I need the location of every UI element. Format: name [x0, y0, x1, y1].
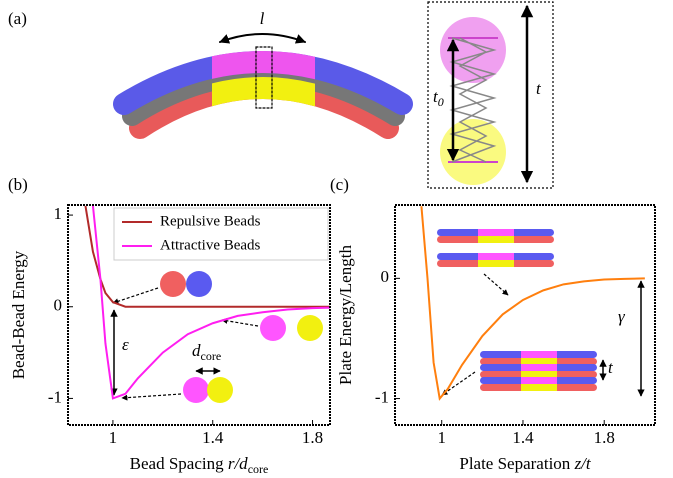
y-axis-label: Bead-Bead Energy: [9, 250, 28, 379]
panel-label: (c): [330, 175, 349, 194]
y-tick-label: 0: [381, 267, 390, 286]
t-annotation: t: [608, 358, 614, 377]
y-tick-label: 0: [54, 296, 63, 315]
x-label-sub: core: [248, 462, 269, 476]
inset: [428, 2, 553, 188]
x-tick-label: 1.8: [302, 428, 323, 447]
page: {"panel_labels": ["(a)", "(b)", "(c)"], …: [0, 0, 673, 478]
panel-label: (b): [8, 175, 28, 194]
x-tick-label: 1.4: [202, 428, 224, 447]
x-tick-label: 1: [109, 428, 118, 447]
figure: (a) (b) (c) l t0 t ε dcore: [0, 0, 673, 478]
y-tick-label: 1: [54, 204, 63, 223]
legend-label: Attractive Beads: [160, 237, 261, 253]
x-label-text: Plate Separation: [459, 454, 574, 473]
x-axis-label: Bead Spacing r/dcore: [130, 454, 269, 476]
y-axis-label: Plate Energy/Length: [336, 245, 355, 385]
epsilon-label: ε: [122, 335, 129, 354]
x-axis-label: Plate Separation z/t: [459, 454, 592, 473]
y-tick-label: -1: [48, 387, 62, 406]
panel-label: (a): [8, 9, 27, 28]
t0-sub: 0: [438, 95, 444, 109]
x-label-var: z/t: [574, 454, 592, 473]
filament: [124, 34, 402, 128]
gamma-label: γ: [618, 307, 626, 326]
length-label: l: [260, 9, 265, 28]
x-tick-label: 1: [437, 428, 446, 447]
t0-label: t0: [433, 87, 444, 109]
x-label-var: r/d: [228, 454, 248, 473]
bead-icons: [113, 271, 323, 403]
legend-label: Repulsive Beads: [160, 213, 261, 229]
x-label-text: Bead Spacing: [130, 454, 228, 473]
t-label: t: [536, 79, 542, 98]
dcore-sub: core: [201, 349, 222, 363]
x-tick-label: 1.4: [512, 428, 534, 447]
x-tick-label: 1.8: [594, 428, 615, 447]
dcore-label: dcore: [192, 341, 221, 363]
y-tick-label: -1: [375, 387, 389, 406]
